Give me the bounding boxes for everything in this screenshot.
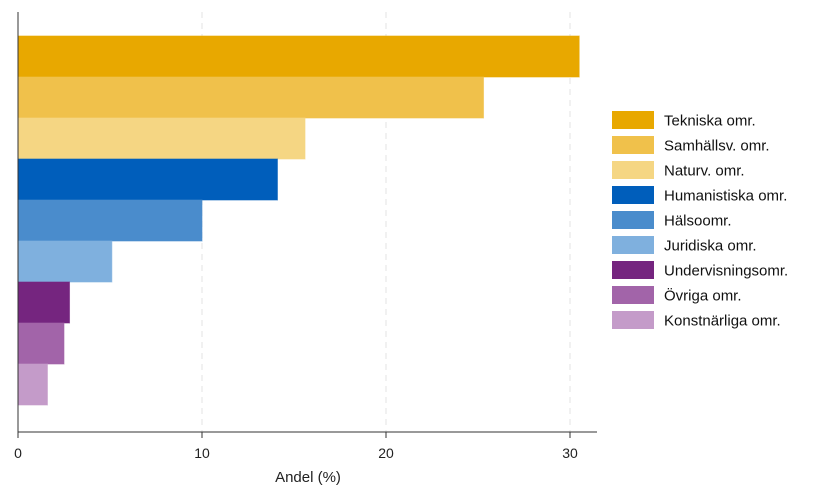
legend-label: Övriga omr. [664,287,742,305]
bar [17,240,113,283]
bar [17,117,306,160]
legend-swatch [612,211,654,229]
bar [17,363,48,406]
legend-label: Tekniska omr. [664,113,756,130]
legend-swatch [612,186,654,204]
bar [17,35,580,78]
legend-label: Samhällsv. omr. [664,138,770,155]
x-tick-label: 30 [562,445,578,461]
legend-label: Juridiska omr. [664,238,757,255]
legend-swatch [612,286,654,304]
legend-swatch [612,311,654,329]
bar [17,76,485,119]
bar [17,322,65,365]
bar [17,281,71,324]
legend-swatch [612,111,654,129]
legend-label: Naturv. omr. [664,163,745,180]
legend-swatch [612,261,654,279]
legend-label: Undervisningsomr. [664,263,788,280]
legend-swatch [612,161,654,179]
x-tick-label: 20 [378,445,394,461]
legend-swatch [612,236,654,254]
legend-swatch [612,136,654,154]
legend: Tekniska omr. Samhällsv. omr. Naturv. omr.… [612,111,788,330]
legend-label: Konstnärliga omr. [664,313,781,330]
bar [17,199,203,242]
x-tick-label: 10 [194,445,210,461]
x-tick-label: 0 [14,445,22,461]
bars [17,35,580,406]
bar [17,158,278,201]
legend-label: Hälsoomr. [664,213,732,230]
x-ticks: 0 10 20 30 [14,432,578,461]
legend-label: Humanistiska omr. [664,188,787,205]
x-axis-title: Andel (%) [275,469,341,486]
